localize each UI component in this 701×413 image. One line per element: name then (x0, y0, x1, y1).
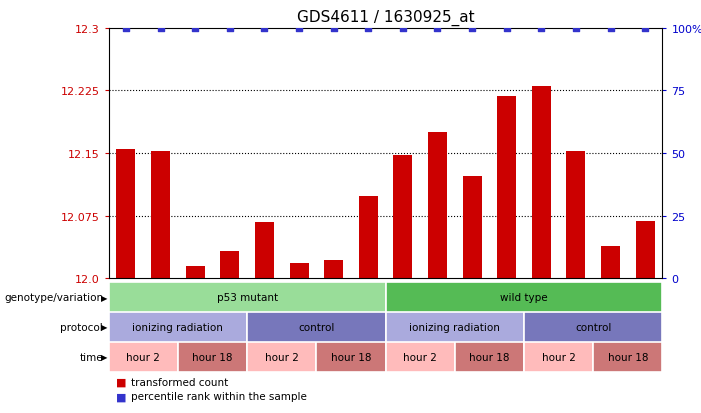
Bar (524, 312, 662, 342)
Bar (428, 133, 447, 278)
Bar (636, 222, 655, 278)
Bar (524, 342, 593, 372)
Bar (220, 252, 239, 278)
Bar (151, 151, 170, 278)
Text: ■: ■ (116, 392, 126, 401)
Text: control: control (298, 322, 334, 332)
Point (466, 26, 477, 32)
Bar (109, 312, 247, 342)
Point (432, 26, 443, 32)
Text: ■: ■ (116, 377, 126, 387)
Bar (386, 312, 524, 342)
Text: ▶: ▶ (101, 323, 107, 332)
Point (259, 26, 270, 32)
Point (121, 26, 132, 32)
Text: protocol: protocol (60, 322, 103, 332)
Point (294, 26, 305, 32)
Text: hour 2: hour 2 (126, 352, 161, 362)
Bar (324, 260, 343, 278)
Text: ▶: ▶ (101, 352, 107, 361)
Text: hour 2: hour 2 (542, 352, 576, 362)
Bar (566, 151, 585, 278)
Text: hour 18: hour 18 (608, 352, 648, 362)
Bar (601, 247, 620, 278)
Point (501, 26, 512, 32)
Text: hour 18: hour 18 (331, 352, 372, 362)
Text: genotype/variation: genotype/variation (4, 292, 103, 302)
Point (189, 26, 200, 32)
Point (397, 26, 409, 32)
Point (224, 26, 236, 32)
Text: hour 2: hour 2 (265, 352, 299, 362)
Bar (109, 282, 386, 312)
Point (605, 26, 616, 32)
Point (328, 26, 339, 32)
Text: hour 18: hour 18 (469, 352, 510, 362)
Text: wild type: wild type (501, 292, 547, 302)
Bar (386, 282, 662, 312)
Bar (463, 177, 482, 278)
Text: ionizing radiation: ionizing radiation (132, 322, 224, 332)
Bar (393, 155, 412, 278)
Bar (186, 266, 205, 278)
Text: time: time (79, 352, 103, 362)
Bar (455, 342, 524, 372)
Bar (247, 312, 386, 342)
Text: hour 18: hour 18 (192, 352, 233, 362)
Point (362, 26, 374, 32)
Text: ionizing radiation: ionizing radiation (409, 322, 501, 332)
Text: ▶: ▶ (101, 293, 107, 302)
Point (536, 26, 547, 32)
Point (571, 26, 582, 32)
Title: GDS4611 / 1630925_at: GDS4611 / 1630925_at (297, 10, 475, 26)
Bar (497, 97, 516, 278)
Text: control: control (575, 322, 611, 332)
Bar (255, 223, 274, 278)
Bar (109, 342, 178, 372)
Bar (532, 87, 551, 278)
Bar (247, 342, 316, 372)
Bar (178, 342, 247, 372)
Bar (316, 342, 386, 372)
Point (155, 26, 166, 32)
Text: transformed count: transformed count (131, 377, 229, 387)
Bar (116, 150, 135, 278)
Text: p53 mutant: p53 mutant (217, 292, 278, 302)
Text: percentile rank within the sample: percentile rank within the sample (131, 392, 307, 401)
Point (639, 26, 651, 32)
Bar (593, 342, 662, 372)
Text: hour 2: hour 2 (403, 352, 437, 362)
Bar (386, 342, 455, 372)
Bar (290, 263, 308, 278)
Bar (359, 197, 378, 278)
